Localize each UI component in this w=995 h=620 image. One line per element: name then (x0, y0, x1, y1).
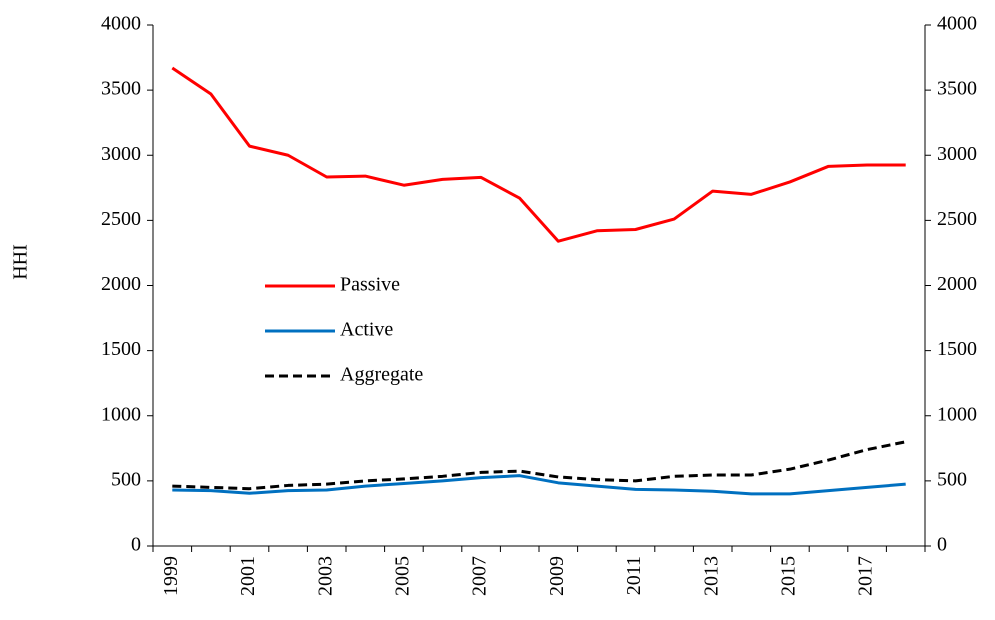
y-tick-label: 1000 (101, 403, 141, 425)
y-tick-label: 2500 (101, 208, 141, 230)
y2-tick-label: 3000 (937, 143, 977, 165)
y2-tick-label: 3500 (937, 78, 977, 100)
x-tick-label: 2011 (623, 556, 645, 595)
y-tick-label: 3500 (101, 78, 141, 100)
y2-tick-label: 4000 (937, 13, 977, 35)
y-axis-label: HHI (10, 244, 32, 280)
y-tick-label: 0 (131, 534, 141, 556)
x-tick-label: 1999 (160, 556, 182, 596)
x-tick-label: 2009 (546, 556, 568, 596)
x-tick-label: 2005 (391, 556, 413, 596)
y-tick-label: 2000 (101, 273, 141, 295)
x-tick-label: 2017 (855, 556, 877, 596)
legend-label: Active (340, 319, 393, 341)
y2-tick-label: 1500 (937, 338, 977, 360)
x-tick-label: 2003 (314, 556, 336, 596)
series-line (172, 440, 906, 491)
series-line (172, 474, 906, 496)
y2-tick-label: 0 (937, 534, 947, 556)
y-tick-label: 3000 (101, 143, 141, 165)
y-tick-label: 1500 (101, 338, 141, 360)
y2-tick-label: 2000 (937, 273, 977, 295)
x-tick-label: 2013 (700, 556, 722, 596)
legend-label: Passive (340, 274, 400, 296)
x-tick-label: 2007 (469, 556, 491, 596)
y-tick-label: 4000 (101, 13, 141, 35)
y2-tick-label: 500 (937, 468, 967, 490)
legend-label: Aggregate (340, 364, 423, 386)
x-tick-label: 2001 (237, 556, 259, 596)
x-tick-label: 2015 (777, 556, 799, 596)
series-line (171, 66, 906, 243)
y2-tick-label: 1000 (937, 403, 977, 425)
y-tick-label: 500 (111, 468, 141, 490)
y2-tick-label: 2500 (937, 208, 977, 230)
